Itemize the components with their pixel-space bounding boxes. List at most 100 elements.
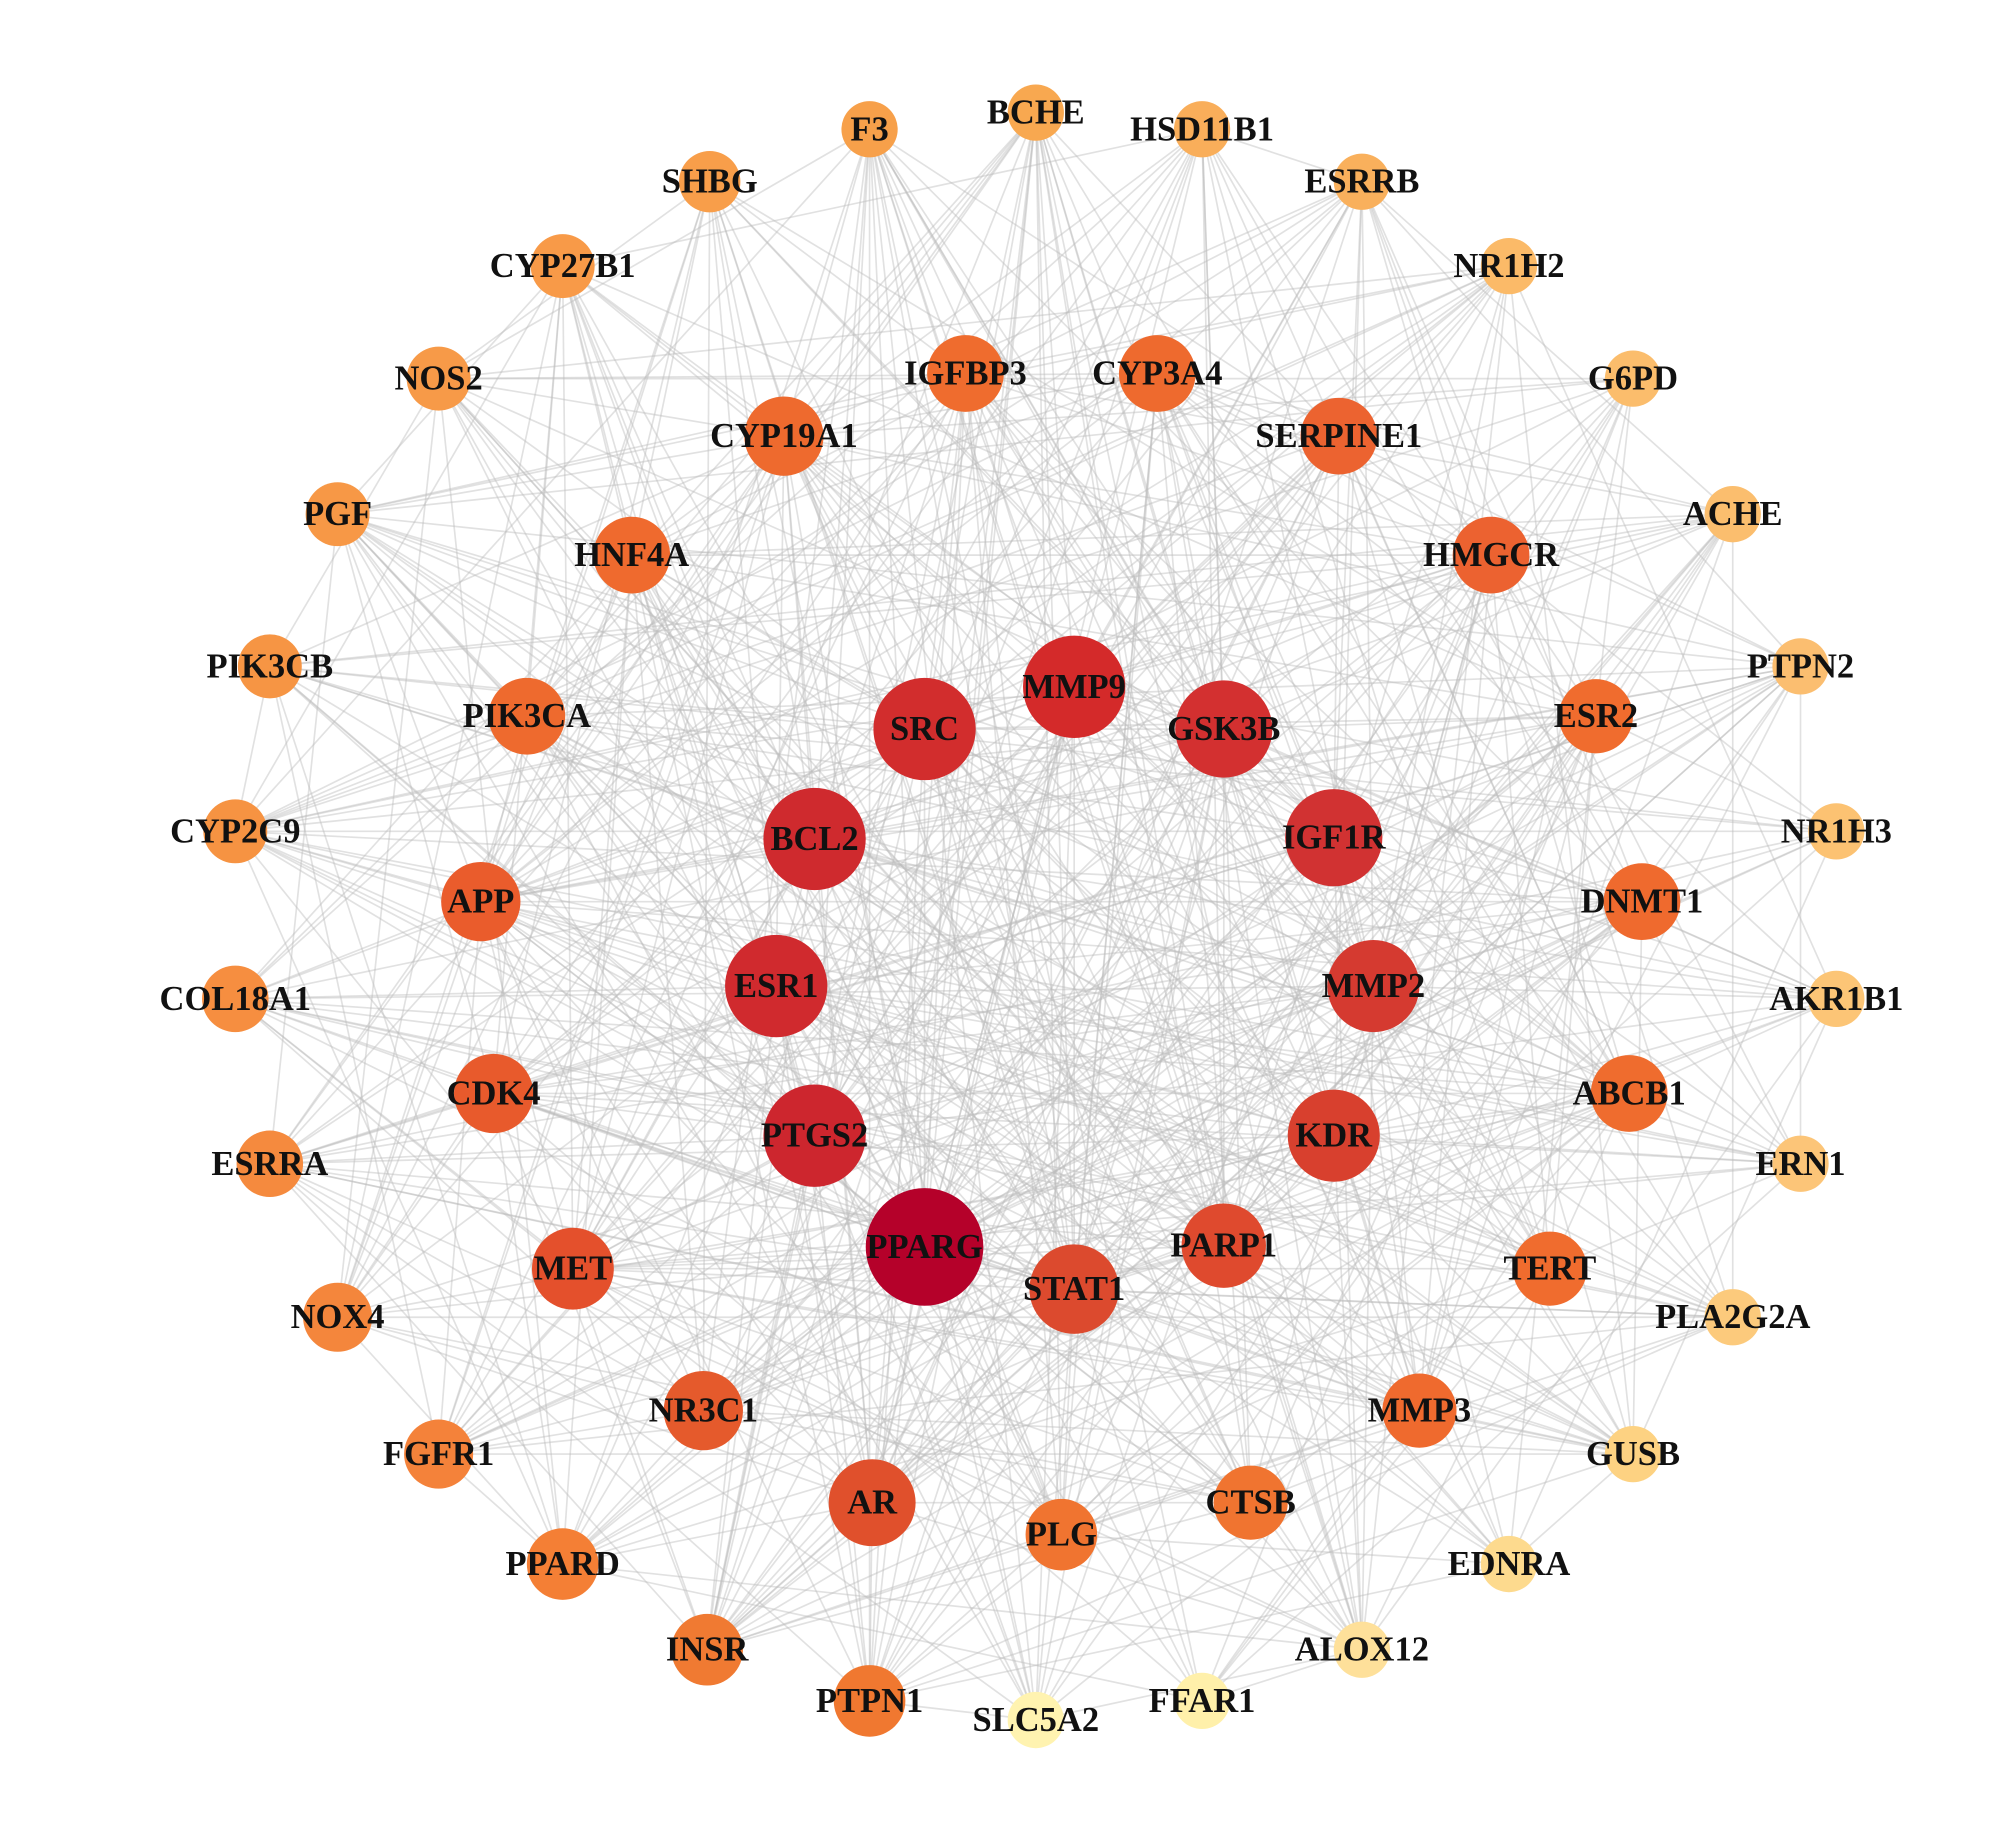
edge [1060, 901, 1643, 1536]
node: ESRRB [1304, 153, 1419, 210]
edge [493, 1092, 815, 1137]
edge [1223, 728, 1837, 1000]
edge [783, 435, 1225, 1247]
edge [493, 554, 1492, 1095]
node-label: NR3C1 [649, 1392, 758, 1430]
edge [1073, 435, 1340, 1290]
node: MMP3 [1368, 1373, 1471, 1448]
edge [1201, 128, 1643, 903]
node: SLC5A2 [973, 1691, 1099, 1749]
edge [337, 513, 1801, 1165]
node-circle [406, 346, 471, 411]
edge [1223, 513, 1734, 730]
node-circle [488, 677, 566, 755]
edge [493, 728, 926, 1095]
edge [336, 513, 482, 902]
node: PIK3CB [207, 634, 333, 699]
node-label: PLG [1026, 1516, 1097, 1554]
edge [234, 372, 1158, 833]
edge [561, 728, 926, 1565]
edge [1332, 436, 1340, 838]
node: GUSB [1586, 1425, 1680, 1483]
edge [1333, 900, 1643, 1137]
node: STAT1 [1023, 1244, 1125, 1334]
edge [234, 998, 704, 1412]
edge [437, 129, 871, 1455]
edge [1418, 665, 1802, 1411]
edge [1373, 900, 1643, 987]
edge [480, 900, 1551, 1270]
edge [1372, 715, 1597, 987]
edge [702, 715, 1597, 1412]
edge [1201, 129, 1551, 1269]
node: APP [441, 862, 521, 942]
edge [235, 728, 1224, 833]
edge [923, 728, 1252, 1504]
edge [269, 1163, 871, 1702]
node-label: ALOX12 [1295, 1631, 1429, 1669]
node-circle [663, 1370, 743, 1451]
node-label: EDNRA [1448, 1545, 1571, 1583]
edge [706, 1135, 816, 1650]
edge [572, 1267, 1634, 1455]
edge [1073, 554, 1492, 688]
edge [235, 435, 1340, 833]
edge [337, 513, 1643, 903]
node-circle [1173, 1672, 1231, 1730]
edge [1060, 554, 1492, 1535]
node-label: FFAR1 [1149, 1682, 1256, 1720]
edge [1223, 728, 1630, 1095]
edge [336, 372, 1158, 1318]
edge [1035, 112, 1630, 1094]
edge [269, 1163, 1363, 1651]
edge [783, 436, 873, 1503]
edge [268, 514, 339, 1164]
edge [783, 435, 1551, 1270]
edge [964, 373, 1063, 1535]
edge [572, 1267, 1363, 1651]
edge [813, 838, 1075, 1290]
edge [437, 435, 785, 1455]
edge [964, 372, 1802, 1165]
edge [706, 985, 778, 1650]
edge [702, 181, 1363, 1411]
node: IGFBP3 [904, 335, 1027, 412]
edge [269, 1134, 815, 1165]
edge [706, 1533, 1062, 1651]
node: MMP9 [1022, 635, 1126, 738]
edge [813, 128, 1203, 1136]
node: PPARD [505, 1528, 620, 1600]
edge [561, 266, 574, 1269]
edge [871, 1501, 1363, 1651]
node-circle [1604, 1425, 1662, 1483]
edge [775, 985, 1551, 1270]
edge [775, 985, 1334, 1137]
edge [234, 830, 564, 1565]
edge [269, 666, 564, 1565]
edge [871, 686, 1075, 1503]
edge [269, 985, 1374, 1165]
edge [775, 985, 1225, 1247]
node-label: CYP3A4 [1092, 355, 1222, 393]
edge [1641, 665, 1802, 903]
edge [480, 435, 785, 903]
node-circle [1285, 789, 1383, 887]
edge [493, 836, 1335, 1095]
edge [493, 1092, 925, 1248]
edge [1035, 112, 1335, 839]
edge [814, 665, 1801, 840]
edge [480, 901, 871, 1702]
edge [706, 129, 1203, 1650]
edge [1073, 728, 1225, 1290]
edge [234, 128, 1203, 1000]
node-circle [679, 151, 741, 213]
node-label: MMP2 [1322, 967, 1426, 1005]
node-circle [303, 1282, 373, 1352]
edge [1157, 372, 1733, 515]
edge [572, 1162, 1801, 1270]
edge [480, 728, 925, 903]
edge [871, 435, 1340, 1504]
node: ALOX12 [1295, 1621, 1429, 1678]
edge [1156, 373, 1335, 839]
node-circle [1512, 1231, 1587, 1306]
